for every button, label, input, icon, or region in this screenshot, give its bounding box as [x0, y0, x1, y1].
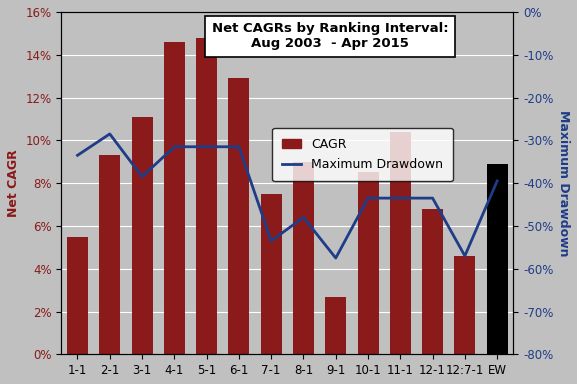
Y-axis label: Net CAGR: Net CAGR — [7, 149, 20, 217]
Bar — [99, 155, 120, 354]
Bar — [358, 172, 379, 354]
Bar — [293, 162, 314, 354]
Bar — [164, 42, 185, 354]
Bar — [390, 132, 411, 354]
Bar — [67, 237, 88, 354]
Bar — [422, 209, 443, 354]
Text: Net CAGRs by Ranking Interval:
Aug 2003  - Apr 2015: Net CAGRs by Ranking Interval: Aug 2003 … — [212, 22, 448, 50]
Bar — [454, 256, 475, 354]
Bar — [261, 194, 282, 354]
Y-axis label: Maximum Drawdown: Maximum Drawdown — [557, 110, 570, 257]
Legend: CAGR, Maximum Drawdown: CAGR, Maximum Drawdown — [272, 128, 453, 181]
Bar — [228, 78, 249, 354]
Bar — [325, 296, 346, 354]
Bar — [486, 164, 508, 354]
Bar — [196, 38, 217, 354]
Bar — [132, 117, 152, 354]
